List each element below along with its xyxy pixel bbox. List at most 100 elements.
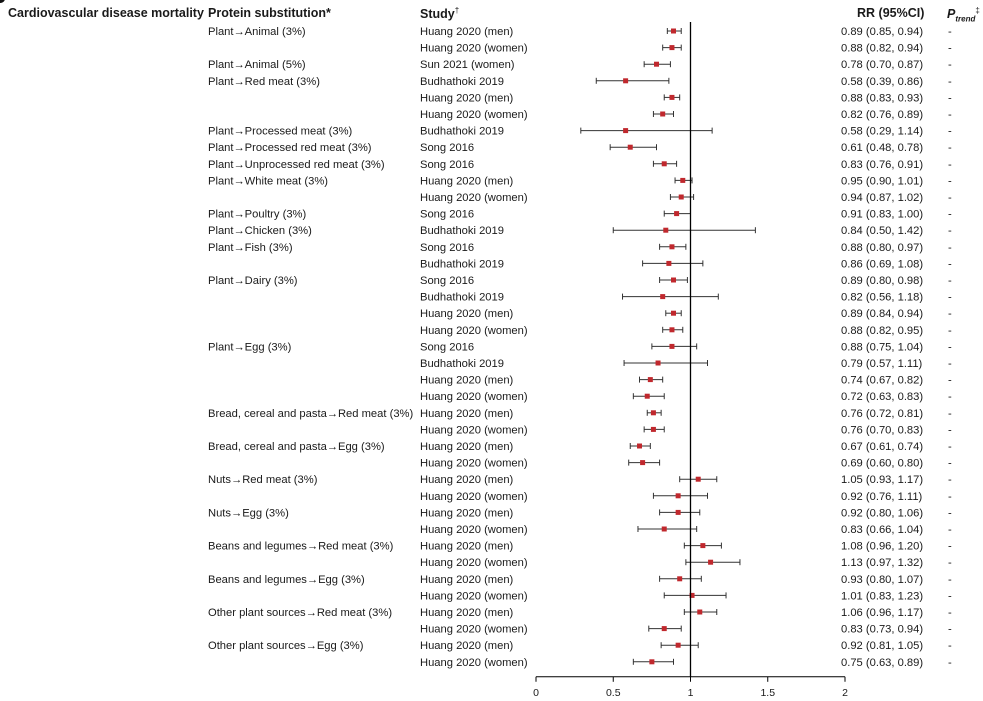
forest-row: Other plant sources→Red meat (3%) Huang 2…: [208, 607, 952, 619]
rr-value: 1.06 (0.96, 1.17): [841, 607, 923, 619]
forest-row: Huang 2020 (men) 0.89 (0.84, 0.94) -: [420, 308, 952, 320]
study-label: Huang 2020 (women): [420, 657, 528, 669]
substitution-label: Plant→Egg (3%): [208, 341, 292, 353]
point-estimate: [650, 426, 656, 432]
substitution-label: Other plant sources→Red meat (3%): [208, 607, 392, 619]
rr-value: 0.75 (0.63, 0.89): [841, 657, 923, 669]
rr-value: 0.92 (0.76, 1.11): [841, 491, 923, 503]
point-estimate: [637, 443, 643, 449]
ptrend-value: -: [948, 209, 952, 221]
forest-row: Plant→Processed red meat (3%) Song 2016 0.…: [208, 142, 952, 154]
point-estimate: [669, 45, 675, 51]
point-estimate: [660, 294, 666, 300]
ptrend-value: -: [948, 242, 952, 254]
forest-row: Budhathoki 2019 0.82 (0.56, 1.18) -: [420, 292, 952, 304]
study-label: Huang 2020 (men): [420, 92, 514, 104]
rows-layer: Plant→Animal (3%) Huang 2020 (men) 0.89 (0…: [208, 26, 952, 669]
point-estimate: [678, 194, 684, 200]
ptrend-value: -: [948, 126, 952, 138]
x-tick-label: 1: [688, 687, 694, 699]
study-label: Huang 2020 (men): [420, 541, 514, 553]
study-label: Huang 2020 (men): [420, 474, 514, 486]
study-label: Huang 2020 (women): [420, 458, 528, 470]
ptrend-value: -: [948, 375, 952, 387]
point-estimate: [661, 626, 667, 632]
x-tick-label: 2: [842, 687, 848, 699]
ptrend-value: -: [948, 258, 952, 270]
substitution-label: Bread, cereal and pasta→Red meat (3%): [208, 408, 413, 420]
rr-value: 0.86 (0.69, 1.08): [841, 258, 923, 270]
forest-row: Huang 2020 (women) 0.94 (0.87, 1.02) -: [420, 192, 952, 204]
ptrend-value: -: [948, 159, 952, 171]
rr-value: 0.82 (0.56, 1.18): [841, 292, 923, 304]
study-label: Huang 2020 (men): [420, 640, 514, 652]
point-estimate: [675, 493, 681, 499]
ptrend-header-p: P: [947, 7, 956, 22]
substitution-label: Other plant sources→Egg (3%): [208, 640, 364, 652]
ptrend-value: -: [948, 341, 952, 353]
forest-row: Huang 2020 (men) 0.88 (0.83, 0.93) -: [420, 92, 952, 104]
x-axis: 0 0.5 1 1.5 2: [533, 676, 848, 699]
ptrend-column-header: Ptrend‡: [947, 6, 980, 24]
rr-value: 0.76 (0.72, 0.81): [841, 408, 923, 420]
ptrend-value: -: [948, 43, 952, 55]
point-estimate: [708, 559, 714, 565]
ptrend-value: -: [948, 76, 952, 88]
point-estimate: [697, 609, 703, 615]
study-label: Huang 2020 (women): [420, 325, 528, 337]
forest-row: Huang 2020 (women) 0.83 (0.66, 1.04) -: [420, 524, 952, 536]
forest-row: Beans and legumes→Red meat (3%) Huang 202…: [208, 541, 952, 553]
rr-value: 0.83 (0.66, 1.04): [841, 524, 923, 536]
point-estimate: [671, 28, 677, 34]
forest-row: Huang 2020 (women) 0.72 (0.63, 0.83) -: [420, 391, 952, 403]
ptrend-value: -: [948, 507, 952, 519]
study-label: Sun 2021 (women): [420, 59, 515, 71]
x-tick-label: 0: [533, 687, 539, 699]
forest-row: Huang 2020 (men) 0.74 (0.67, 0.82) -: [420, 375, 952, 387]
point-estimate: [700, 543, 706, 549]
forest-row: Huang 2020 (women) 0.76 (0.70, 0.83) -: [420, 424, 952, 436]
study-label: Huang 2020 (women): [420, 524, 528, 536]
study-label: Budhathoki 2019: [420, 225, 504, 237]
point-estimate: [669, 343, 675, 349]
study-label: Huang 2020 (men): [420, 308, 514, 320]
ptrend-value: -: [948, 607, 952, 619]
study-label: Budhathoki 2019: [420, 358, 504, 370]
forest-row: Huang 2020 (women) 0.88 (0.82, 0.94) -: [420, 43, 952, 55]
panel-label-fragment: [0, 0, 5, 3]
forest-row: Plant→Dairy (3%) Song 2016 0.89 (0.80, 0.9…: [208, 275, 952, 287]
substitution-label: Plant→Fish (3%): [208, 242, 293, 254]
forest-row: Plant→Fish (3%) Song 2016 0.88 (0.80, 0.97…: [208, 242, 952, 254]
study-label: Budhathoki 2019: [420, 126, 504, 138]
rr-value: 0.69 (0.60, 0.80): [841, 458, 923, 470]
point-estimate: [627, 144, 633, 150]
rr-value: 0.92 (0.81, 1.05): [841, 640, 923, 652]
ptrend-header-footnote-mark: ‡: [975, 6, 980, 15]
ptrend-value: -: [948, 441, 952, 453]
rr-value: 0.88 (0.80, 0.97): [841, 242, 923, 254]
rr-value: 1.01 (0.83, 1.23): [841, 590, 923, 602]
substitution-label: Plant→Processed meat (3%): [208, 126, 353, 138]
rr-value: 0.94 (0.87, 1.02): [841, 192, 923, 204]
substitution-label: Plant→Poultry (3%): [208, 209, 307, 221]
study-label: Budhathoki 2019: [420, 292, 504, 304]
rr-value: 0.76 (0.70, 0.83): [841, 424, 923, 436]
ptrend-value: -: [948, 308, 952, 320]
ptrend-value: -: [948, 225, 952, 237]
ptrend-value: -: [948, 325, 952, 337]
ptrend-value: -: [948, 275, 952, 287]
rr-value: 0.89 (0.84, 0.94): [841, 308, 923, 320]
rr-value: 0.88 (0.82, 0.95): [841, 325, 923, 337]
study-label: Huang 2020 (men): [420, 375, 514, 387]
point-estimate: [650, 410, 656, 416]
rr-value: 0.89 (0.80, 0.98): [841, 275, 923, 287]
substitution-label: Plant→Dairy (3%): [208, 275, 298, 287]
point-estimate: [680, 177, 686, 183]
forest-row: Bread, cereal and pasta→Red meat (3%) Hua…: [208, 408, 952, 420]
rr-value: 0.58 (0.29, 1.14): [841, 126, 923, 138]
substitution-column-header: Protein substitution*: [208, 6, 331, 20]
ptrend-value: -: [948, 408, 952, 420]
point-estimate: [675, 642, 681, 648]
ptrend-value: -: [948, 109, 952, 121]
